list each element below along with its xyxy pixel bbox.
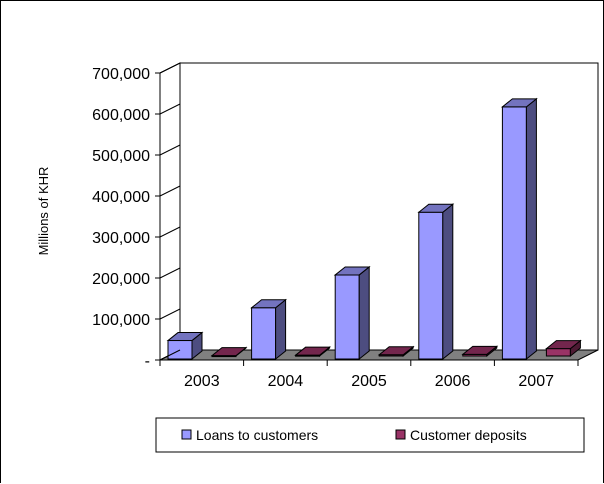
bar-customer-deposits-2006 — [461, 345, 499, 358]
y-wall-line — [159, 144, 181, 156]
legend-label: Customer deposits — [410, 427, 527, 443]
y-wall-line — [159, 349, 181, 361]
legend-box — [155, 417, 585, 453]
y-tick-label: 500,000 — [92, 148, 150, 165]
bar-front — [334, 274, 360, 360]
y-wall-line — [159, 226, 181, 238]
chart-bars — [166, 97, 582, 361]
bar-top — [210, 347, 248, 357]
y-wall-line — [159, 308, 181, 320]
bar-loans-to-customers-2005 — [333, 265, 371, 361]
x-tick-label: 2007 — [518, 373, 554, 390]
legend-label: Loans to customers — [196, 427, 318, 443]
y-axis: - 100,000 200,000 300,000 400,000 500,000 600,… — [92, 62, 181, 370]
x-axis: 2003 2004 2005 2006 2007 — [159, 359, 579, 390]
bar-front — [251, 307, 277, 360]
x-tick-label: 2004 — [268, 373, 304, 390]
y-tick-label: 600,000 — [92, 107, 150, 124]
y-wall-line — [159, 103, 181, 115]
bar-front — [418, 211, 444, 360]
bar-top — [461, 345, 499, 355]
y-tick-label: 100,000 — [92, 312, 150, 329]
y-wall-line — [159, 185, 181, 197]
y-tick-label: 200,000 — [92, 271, 150, 288]
bar-side — [525, 97, 537, 361]
y-tick-label: 300,000 — [92, 230, 150, 247]
x-tick-label: 2005 — [351, 373, 387, 390]
bar-loans-to-customers-2003 — [166, 331, 204, 361]
bar-side — [275, 298, 287, 361]
bar-customer-deposits-2005 — [377, 345, 415, 358]
bar-front — [545, 348, 571, 357]
bar-customer-deposits-2004 — [294, 346, 332, 358]
bar-side — [358, 265, 370, 361]
bar-top — [250, 299, 288, 309]
bar-top — [377, 346, 415, 356]
y-tick-label: 700,000 — [92, 66, 150, 83]
x-tick-label: 2003 — [184, 373, 220, 390]
y-wall-line — [159, 267, 181, 279]
bar-top — [294, 346, 332, 356]
bar-customer-deposits-2007 — [544, 339, 582, 358]
side-wall — [159, 62, 181, 361]
bar-front — [167, 340, 193, 360]
legend-swatch — [395, 429, 406, 440]
bar-customer-deposits-2003 — [210, 346, 248, 358]
bar-top — [544, 340, 582, 350]
x-tick-label: 2006 — [435, 373, 471, 390]
bar-top — [166, 332, 204, 342]
bar-top — [500, 98, 538, 108]
bar-loans-to-customers-2007 — [500, 97, 538, 361]
chart-walls — [159, 62, 599, 361]
y-tick-label: 400,000 — [92, 189, 150, 206]
legend-swatch — [181, 429, 192, 440]
y-tick-label: - — [145, 353, 150, 370]
y-wall-line — [159, 62, 181, 74]
chart-legend: Loans to customers Customer deposits — [155, 417, 585, 453]
bar-loans-to-customers-2006 — [417, 203, 455, 361]
y-axis-label: Millions of KHR — [36, 167, 51, 256]
bar-front — [501, 106, 527, 360]
bar-top — [417, 203, 455, 213]
bar-loans-to-customers-2004 — [250, 298, 288, 361]
bar-side — [442, 203, 454, 361]
bar-top — [333, 266, 371, 276]
